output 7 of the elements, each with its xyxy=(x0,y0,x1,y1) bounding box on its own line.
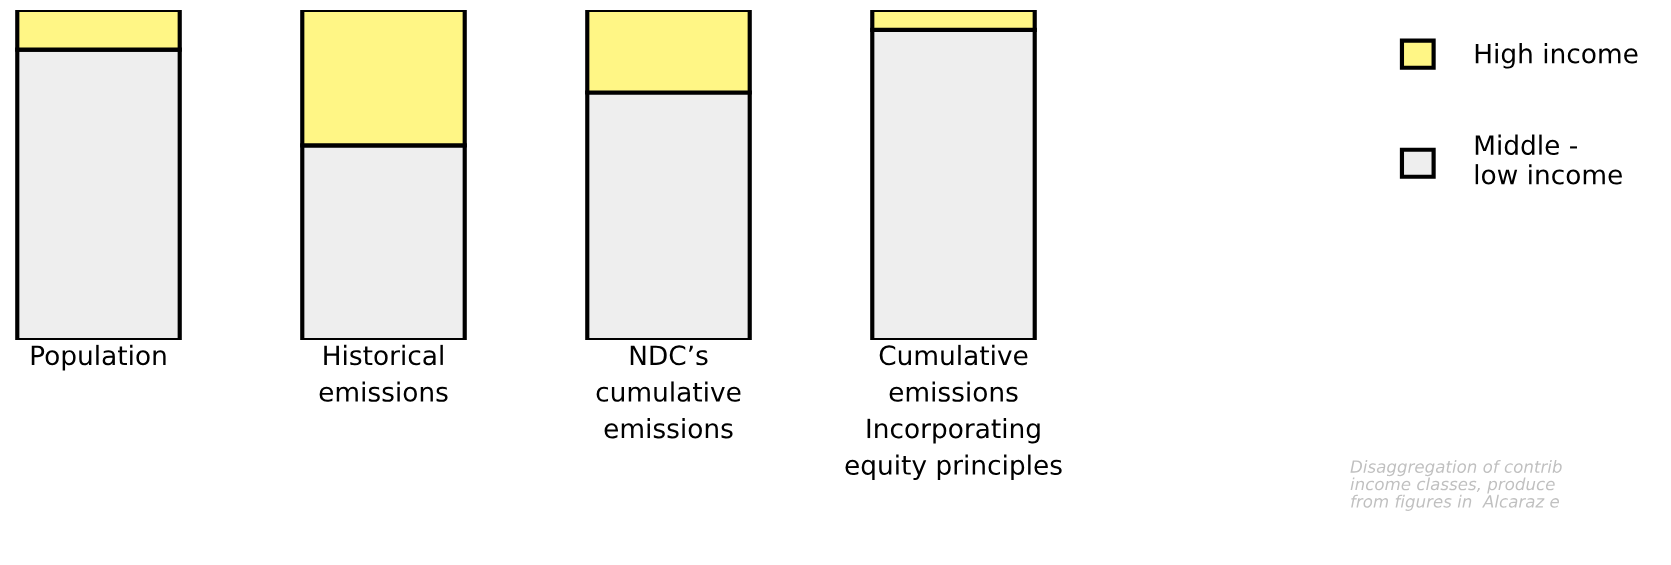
legend-label: High income xyxy=(1475,43,1638,69)
x-tick-label: NDC’s cumulative emissions xyxy=(596,345,741,439)
x-tick-label: Cumulative emissions Incorporating equity principles xyxy=(845,344,1062,481)
text: Disaggregation of contrib income classes, produce from figures in Alcaraz e xyxy=(1350,460,1562,511)
legend-label: Middle - low income xyxy=(1475,134,1622,185)
x-tick-label: Historical emissions xyxy=(319,344,448,402)
x-tick-label: Population xyxy=(31,344,166,371)
